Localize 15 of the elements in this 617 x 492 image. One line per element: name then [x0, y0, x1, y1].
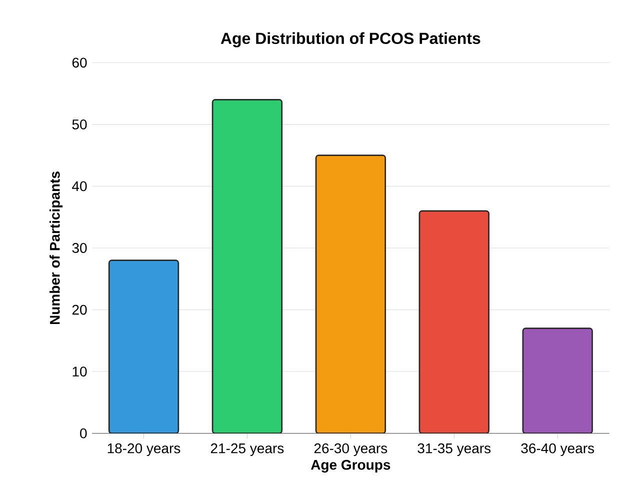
y-tick-label: 30	[72, 243, 87, 253]
y-tick-label: 10	[72, 366, 87, 377]
y-tick-label: 0	[80, 428, 87, 438]
x-axis-title: Age Groups	[310, 460, 390, 473]
y-tick-label: 60	[72, 58, 87, 68]
y-axis-title: Number of Participants	[50, 172, 63, 324]
x-tick-label: 21-25 years	[210, 443, 284, 456]
chart-title: Age Distribution of PCOS Patients	[220, 32, 480, 48]
y-tick-label: 20	[72, 304, 87, 315]
x-tick-label: 36-40 years	[521, 443, 594, 456]
x-tick-label: 18-20 years	[108, 443, 180, 456]
x-tick-label: 31-35 years	[418, 443, 491, 456]
y-tick-label: 50	[72, 119, 87, 130]
y-tick-label: 40	[72, 181, 87, 192]
x-tick-label: 26-30 years	[314, 443, 388, 456]
